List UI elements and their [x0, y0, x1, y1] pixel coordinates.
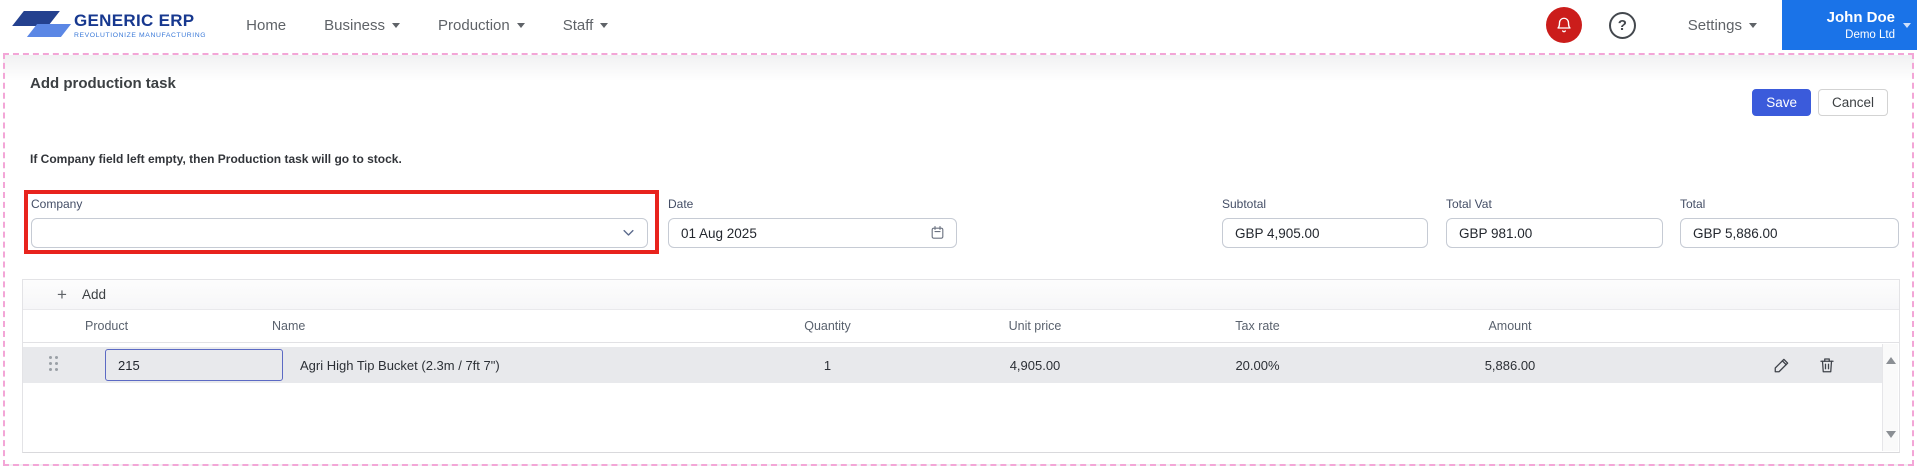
date-field[interactable] — [668, 218, 957, 248]
company-select-value[interactable] — [32, 219, 647, 247]
user-company: Demo Ltd — [1845, 29, 1895, 41]
items-table: + Add Product Name Quantity Unit price T… — [22, 279, 1900, 453]
total-vat-input[interactable] — [1447, 219, 1662, 247]
nav-item-staff[interactable]: Staff — [563, 17, 609, 34]
user-menu[interactable]: John Doe Demo Ltd — [1782, 0, 1917, 50]
plus-icon: + — [57, 284, 67, 304]
subtotal-input[interactable] — [1223, 219, 1427, 247]
row-amount-cell: 5,886.00 — [1484, 357, 1536, 373]
add-row-button[interactable]: + Add — [23, 280, 1899, 310]
page-title: Add production task — [30, 75, 176, 92]
column-header-amount: Amount — [1488, 319, 1532, 333]
caret-down-icon — [600, 22, 609, 32]
column-header-name: Name — [272, 319, 306, 333]
edit-row-button[interactable] — [1773, 356, 1791, 374]
row-name-cell: Agri High Tip Bucket (2.3m / 7ft 7") — [300, 357, 500, 373]
scroll-down-icon[interactable] — [1886, 431, 1896, 443]
caret-down-icon — [1749, 22, 1757, 32]
trash-icon — [1820, 358, 1834, 373]
company-label: Company — [31, 197, 83, 211]
column-header-unit-price: Unit price — [1008, 319, 1062, 333]
caret-down-icon — [1903, 23, 1911, 32]
nav-item-home[interactable]: Home — [246, 16, 287, 34]
column-header-quantity: Quantity — [804, 319, 851, 333]
company-hint-text: If Company field left empty, then Produc… — [30, 152, 402, 166]
column-header-tax-rate: Tax rate — [1235, 319, 1280, 333]
company-select[interactable] — [31, 218, 648, 248]
scroll-up-icon[interactable] — [1886, 352, 1896, 364]
date-input[interactable] — [669, 219, 956, 247]
brand-name: GENERIC ERP — [74, 11, 195, 30]
subtotal-label: Subtotal — [1222, 197, 1267, 211]
help-button[interactable]: ? — [1608, 11, 1636, 39]
notifications-button[interactable] — [1545, 7, 1582, 43]
settings-menu[interactable]: Settings — [1688, 17, 1757, 34]
chevron-down-icon — [623, 229, 634, 236]
row-product-input[interactable] — [105, 349, 283, 381]
calendar-icon[interactable] — [930, 225, 945, 240]
table-header-row: Product Name Quantity Unit price Tax rat… — [23, 310, 1899, 343]
table-scrollbar[interactable] — [1882, 344, 1898, 451]
nav-item-business[interactable]: Business — [324, 17, 401, 34]
brand-logo-icon — [10, 7, 72, 43]
row-tax-rate-cell: 20.00% — [1235, 357, 1280, 373]
total-input[interactable] — [1681, 219, 1898, 247]
delete-row-button[interactable] — [1818, 356, 1836, 374]
table-row: Agri High Tip Bucket (2.3m / 7ft 7") 1 4… — [23, 347, 1882, 383]
drag-handle-icon[interactable] — [49, 355, 58, 372]
nav-item-production[interactable]: Production — [438, 17, 525, 34]
total-label: Total — [1680, 197, 1706, 211]
app-header: GENERIC ERP REVOLUTIONIZE MANUFACTURING … — [0, 0, 1917, 50]
row-unit-price-cell: 4,905.00 — [1009, 357, 1061, 373]
brand-tagline: REVOLUTIONIZE MANUFACTURING — [74, 32, 207, 39]
question-mark-icon: ? — [1617, 16, 1627, 34]
total-vat-label: Total Vat — [1446, 197, 1492, 211]
row-quantity-cell: 1 — [823, 357, 832, 373]
date-label: Date — [668, 197, 694, 211]
save-button[interactable]: Save — [1752, 89, 1811, 116]
bell-icon — [1557, 17, 1571, 33]
page-content: Add production task Save Cancel If Compa… — [3, 53, 1914, 466]
caret-down-icon — [392, 22, 401, 32]
main-nav: Home Business Production Staff — [246, 16, 609, 34]
cancel-button[interactable]: Cancel — [1817, 89, 1888, 116]
user-name: John Doe — [1826, 9, 1895, 26]
brand-logo[interactable]: GENERIC ERP REVOLUTIONIZE MANUFACTURING — [10, 7, 206, 43]
pencil-icon — [1774, 358, 1789, 373]
caret-down-icon — [516, 22, 525, 32]
column-header-product: Product — [85, 319, 129, 333]
